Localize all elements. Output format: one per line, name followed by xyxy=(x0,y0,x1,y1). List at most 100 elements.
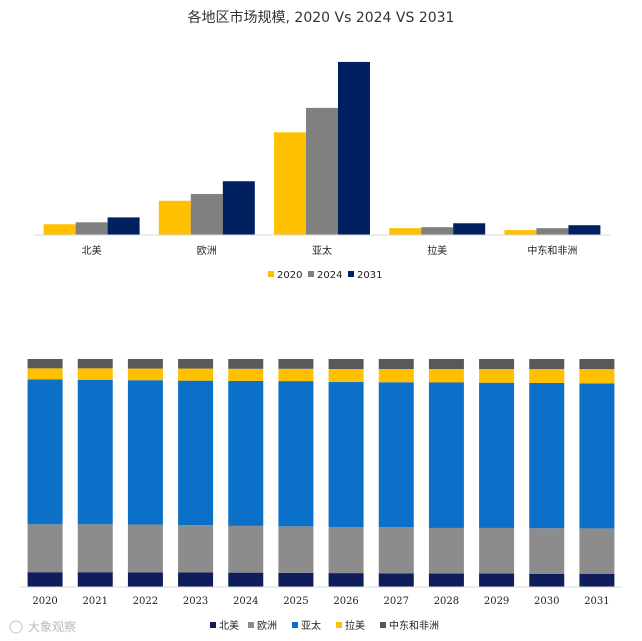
segment-欧洲-2024 xyxy=(228,525,264,573)
legend-swatch-中东和非洲 xyxy=(380,622,386,628)
segment-拉美-2021 xyxy=(77,368,113,380)
segment-欧洲-2022 xyxy=(127,524,163,573)
segment-拉美-2025 xyxy=(278,368,314,382)
segment-中东和非洲-2029 xyxy=(479,359,515,370)
segment-拉美-2029 xyxy=(479,369,515,383)
segment-欧洲-2029 xyxy=(479,527,515,574)
category-label: 北美 xyxy=(82,244,102,257)
bar-2031-3 xyxy=(453,223,486,235)
bar-2031-0 xyxy=(107,217,140,235)
segment-拉美-2023 xyxy=(178,368,214,381)
legend-label-2020: 2020 xyxy=(277,270,302,281)
segment-中东和非洲-2028 xyxy=(428,359,464,370)
category-label: 拉美 xyxy=(427,244,447,257)
segment-亚太-2021 xyxy=(77,379,113,525)
legend-swatch-欧洲 xyxy=(248,622,254,628)
segment-中东和非洲-2026 xyxy=(328,359,364,370)
segment-欧洲-2031 xyxy=(579,528,615,575)
segment-北美-2027 xyxy=(378,573,414,587)
bar-2024-4 xyxy=(536,228,569,235)
category-label: 亚太 xyxy=(312,244,332,257)
segment-欧洲-2030 xyxy=(529,528,565,574)
year-label: 2031 xyxy=(584,596,609,607)
legend-label-2031: 2031 xyxy=(357,270,382,281)
legend-swatch-2031 xyxy=(348,271,354,277)
watermark: 大象观察 xyxy=(9,620,76,634)
legend-label-2024: 2024 xyxy=(317,270,342,281)
year-label: 2022 xyxy=(133,596,158,607)
segment-拉美-2022 xyxy=(127,368,163,381)
segment-欧洲-2026 xyxy=(328,527,364,574)
bar-2031-1 xyxy=(222,181,255,235)
segment-北美-2022 xyxy=(127,572,163,587)
watermark-icon xyxy=(9,620,23,634)
segment-中东和非洲-2021 xyxy=(77,359,113,369)
segment-中东和非洲-2023 xyxy=(178,359,214,369)
bar-2031-2 xyxy=(338,61,370,235)
year-label: 2023 xyxy=(183,596,208,607)
year-label: 2030 xyxy=(534,596,559,607)
segment-欧洲-2025 xyxy=(278,526,314,573)
segment-中东和非洲-2024 xyxy=(228,359,264,369)
segment-亚太-2024 xyxy=(228,380,264,526)
segment-中东和非洲-2022 xyxy=(127,359,163,369)
chart2-legend: 北美 欧洲 亚太 拉美 中东和非洲 xyxy=(210,619,439,632)
legend-label-欧洲: 欧洲 xyxy=(257,620,277,632)
year-label: 2024 xyxy=(233,596,258,607)
segment-拉美-2031 xyxy=(579,369,615,384)
category-label: 中东和非洲 xyxy=(527,244,577,257)
segment-拉美-2030 xyxy=(529,369,565,383)
legend-label-拉美: 拉美 xyxy=(345,619,365,632)
segment-亚太-2020 xyxy=(27,379,63,525)
bar-2020-0 xyxy=(43,224,76,235)
segment-拉美-2024 xyxy=(228,368,264,381)
segment-北美-2020 xyxy=(27,572,63,587)
segment-亚太-2030 xyxy=(529,382,565,529)
segment-中东和非洲-2027 xyxy=(378,359,414,370)
year-label: 2027 xyxy=(384,596,409,607)
segment-欧洲-2023 xyxy=(178,525,214,573)
segment-亚太-2029 xyxy=(479,382,515,528)
segment-北美-2025 xyxy=(278,572,314,587)
segment-北美-2028 xyxy=(428,573,464,587)
legend-swatch-2020 xyxy=(268,271,274,277)
year-label: 2021 xyxy=(83,596,108,607)
legend-swatch-亚太 xyxy=(292,622,298,628)
chart1-title: 各地区市场规模, 2020 Vs 2024 VS 2031 xyxy=(188,9,455,26)
segment-亚太-2023 xyxy=(178,380,214,526)
legend-label-中东和非洲: 中东和非洲 xyxy=(389,619,439,632)
segment-北美-2021 xyxy=(77,572,113,587)
segment-北美-2030 xyxy=(529,573,565,587)
legend-label-亚太: 亚太 xyxy=(301,619,321,632)
bar-2020-3 xyxy=(389,228,422,235)
year-label: 2026 xyxy=(333,596,358,607)
segment-中东和非洲-2030 xyxy=(529,359,565,370)
segment-亚太-2025 xyxy=(278,381,314,527)
chart2-year-labels: 2020 2021 2022 2023 2024 2025 2026 2027 2028 2029… xyxy=(32,596,609,607)
segment-中东和非洲-2025 xyxy=(278,359,314,369)
segment-中东和非洲-2020 xyxy=(27,359,63,369)
segment-亚太-2028 xyxy=(428,382,464,528)
bar-2020-1 xyxy=(158,200,191,235)
bar-2031-4 xyxy=(568,225,601,235)
bar-2024-1 xyxy=(190,193,223,235)
segment-拉美-2028 xyxy=(428,369,464,383)
segment-亚太-2031 xyxy=(579,383,615,529)
year-label: 2025 xyxy=(283,596,308,607)
legend-label-北美: 北美 xyxy=(219,619,239,632)
chart1-category-labels: 北美 欧洲 亚太 拉美 中东和非洲 xyxy=(82,244,578,257)
segment-中东和非洲-2031 xyxy=(579,359,615,370)
segment-北美-2024 xyxy=(228,572,264,587)
segment-欧洲-2020 xyxy=(27,524,63,573)
year-label: 2029 xyxy=(484,596,509,607)
legend-swatch-2024 xyxy=(308,271,314,277)
legend-swatch-拉美 xyxy=(336,622,342,628)
bar-2020-2 xyxy=(274,132,306,235)
segment-北美-2029 xyxy=(479,573,515,587)
bar-2024-0 xyxy=(75,222,108,235)
segment-亚太-2022 xyxy=(127,380,163,525)
chart2-bars xyxy=(27,359,615,587)
segment-欧洲-2027 xyxy=(378,527,414,574)
year-label: 2028 xyxy=(434,596,459,607)
